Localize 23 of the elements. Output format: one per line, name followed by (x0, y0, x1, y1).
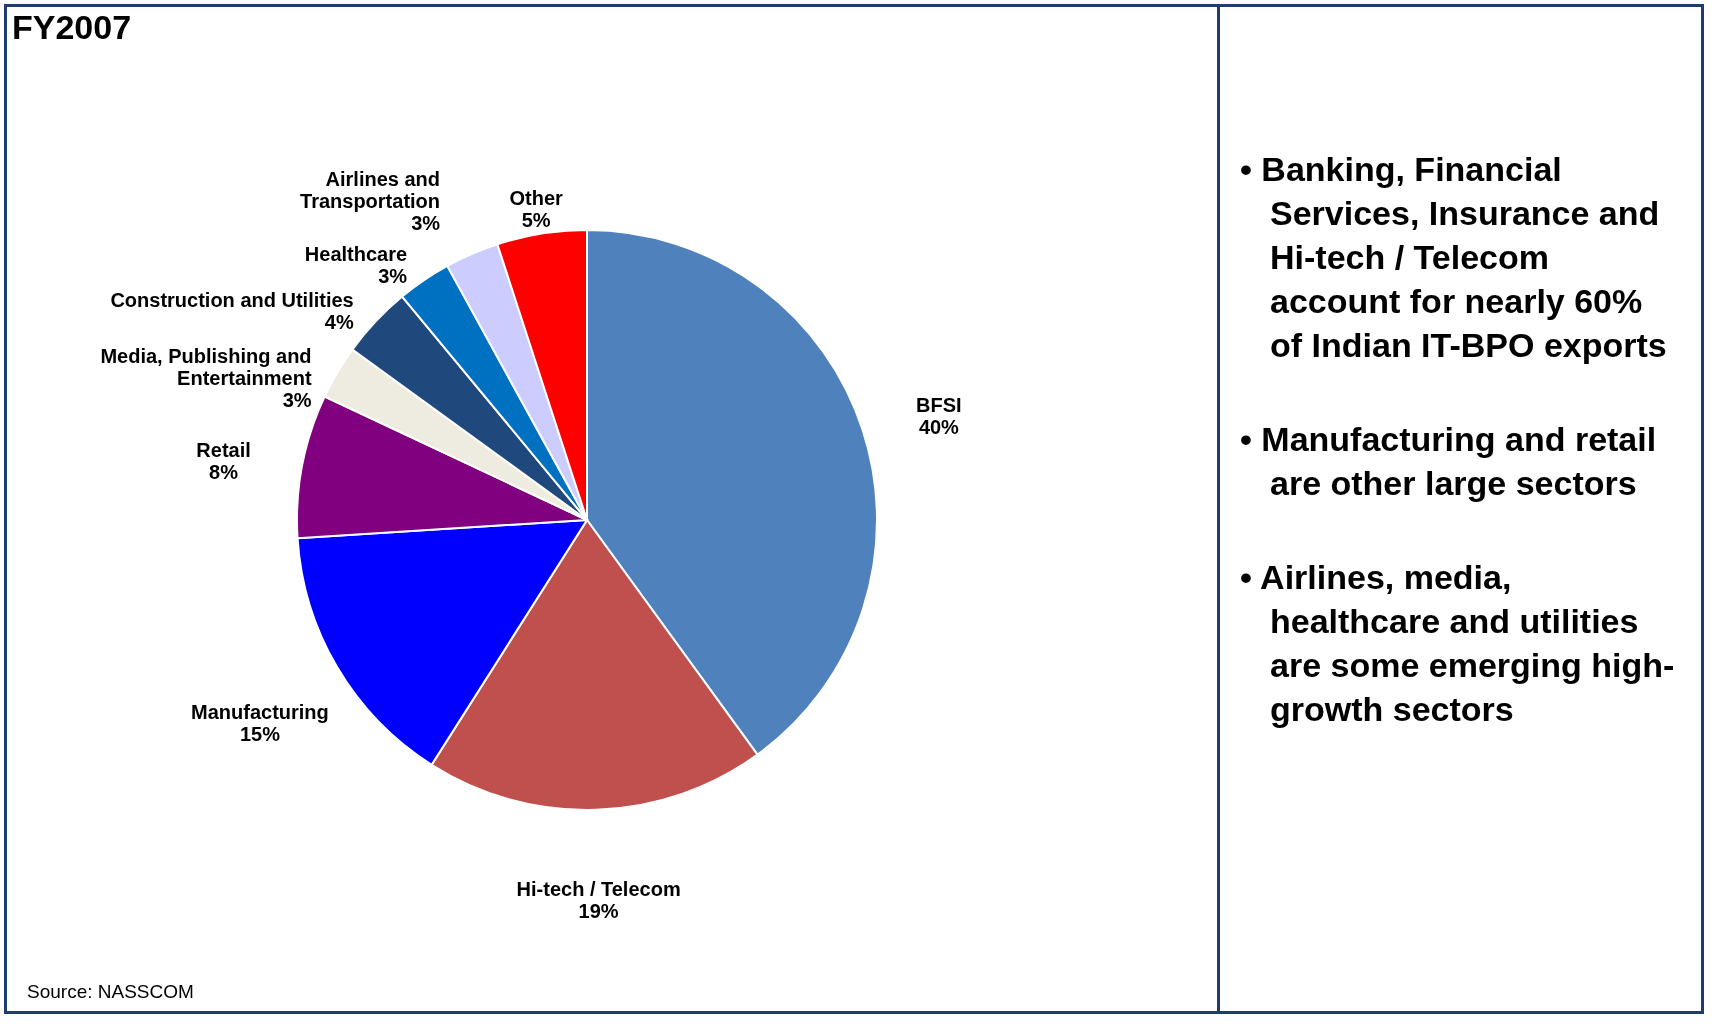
text: • Manufacturing and retail are other large sectors (1240, 419, 1658, 504)
slice-label: BFSI (916, 393, 962, 416)
slice-label: Healthcare (304, 243, 408, 266)
source-note: Source: NASSCOM (27, 981, 194, 1003)
data-label: 15% (239, 723, 281, 746)
slice-label: Hi-tech / Telecom (516, 877, 681, 900)
slice-label: Retail (196, 438, 251, 461)
data-label: 4% (324, 310, 354, 333)
data-label: 3% (282, 389, 312, 412)
text: • Banking, Financial Services, Insurance and Hi-tech / Telecom account for nearly 60% of Indian IT-BPO exports (1240, 149, 1668, 366)
slice-label: Other (509, 187, 564, 209)
chart-title: FY2007 (12, 8, 132, 46)
slice-label: Airlines and Transportation (300, 168, 441, 213)
slice-label: Media, Publishing and Entertainment (100, 345, 312, 390)
data-label: 40% (918, 415, 960, 438)
slice-label: Construction and Utilities (110, 288, 354, 311)
data-label: 8% (209, 460, 239, 483)
data-label: 3% (411, 212, 441, 235)
data-label: 3% (378, 265, 408, 288)
data-label: 19% (578, 899, 619, 922)
slice-label: Manufacturing (191, 701, 329, 724)
data-label: 5% (521, 209, 551, 231)
text: • Airlines, media, healthcare and utilities are some emerging high-growth sectors (1240, 557, 1676, 730)
